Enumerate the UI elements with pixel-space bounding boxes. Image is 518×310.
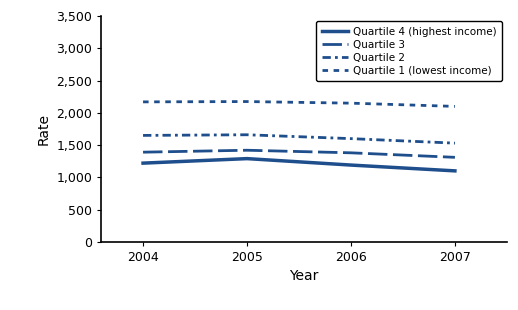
- Line: Quartile 3: Quartile 3: [143, 150, 455, 157]
- Y-axis label: Rate: Rate: [37, 113, 51, 145]
- Quartile 4 (highest income): [244, 157, 250, 161]
- Quartile 4 (highest income): [348, 163, 354, 167]
- Quartile 2: [140, 134, 146, 137]
- Quartile 1 (lowest income): [452, 104, 458, 108]
- Quartile 3: [348, 151, 354, 155]
- Quartile 3: [140, 150, 146, 154]
- Quartile 2: [244, 133, 250, 137]
- Quartile 2: [452, 141, 458, 145]
- Line: Quartile 2: Quartile 2: [143, 135, 455, 143]
- Legend: Quartile 4 (highest income), Quartile 3, Quartile 2, Quartile 1 (lowest income): Quartile 4 (highest income), Quartile 3,…: [316, 21, 501, 81]
- Quartile 1 (lowest income): [244, 100, 250, 104]
- Line: Quartile 1 (lowest income): Quartile 1 (lowest income): [143, 102, 455, 106]
- Quartile 3: [244, 148, 250, 152]
- X-axis label: Year: Year: [290, 269, 319, 283]
- Quartile 2: [348, 137, 354, 140]
- Quartile 1 (lowest income): [140, 100, 146, 104]
- Line: Quartile 4 (highest income): Quartile 4 (highest income): [143, 159, 455, 171]
- Quartile 3: [452, 156, 458, 159]
- Quartile 4 (highest income): [452, 169, 458, 173]
- Quartile 1 (lowest income): [348, 101, 354, 105]
- Quartile 4 (highest income): [140, 161, 146, 165]
